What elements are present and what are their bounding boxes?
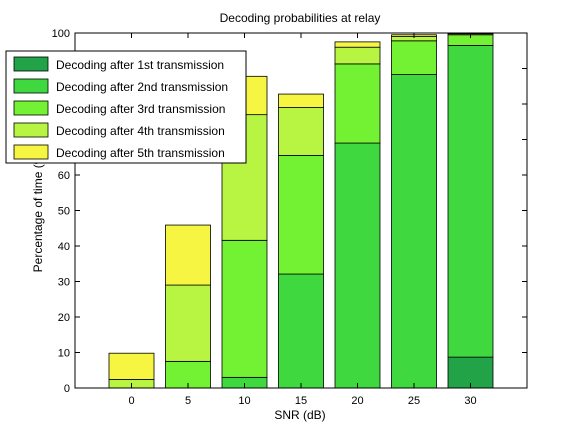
- bar-segment-cat0-series4: [108, 352, 155, 380]
- bar-segment-cat1-series3: [165, 284, 211, 362]
- bar-segment-cat3-series1: [278, 273, 324, 389]
- bar-segment-cat4-series4: [334, 41, 381, 48]
- x-axis-label: SNR (dB): [274, 408, 325, 422]
- legend-swatch-0: [13, 56, 49, 72]
- bar-segment-cat4-series3: [334, 46, 381, 65]
- legend: Decoding after 1st transmission Decoding …: [5, 50, 247, 164]
- x-tick-label-2: 10: [238, 395, 250, 407]
- bar-segment-cat3-series3: [278, 107, 324, 156]
- y-axis-label: Percentage of time (%): [31, 150, 45, 273]
- ticks-layer: 0102030405060708090100051015202530: [52, 28, 527, 407]
- y-tick-label-4: 40: [58, 241, 70, 253]
- legend-swatch-2: [13, 100, 49, 116]
- legend-label-2: Decoding after 3rd transmission: [56, 102, 225, 116]
- x-tick-label-0: 0: [128, 395, 134, 407]
- y-tick-label-6: 60: [58, 170, 70, 182]
- legend-label-0: Decoding after 1st transmission: [56, 58, 224, 72]
- legend-label-4: Decoding after 5th transmission: [56, 146, 225, 160]
- bar-segment-cat4-series2: [334, 63, 381, 144]
- chart-title: Decoding probabilities at relay: [220, 11, 381, 25]
- bar-segment-cat1-series4: [165, 224, 211, 286]
- y-tick-label-3: 30: [58, 277, 70, 289]
- bar-segment-cat3-series4: [278, 93, 324, 108]
- y-tick-label-0: 0: [64, 383, 70, 395]
- legend-swatch-3: [13, 122, 49, 138]
- y-tick-label-5: 50: [58, 206, 70, 218]
- legend-label-1: Decoding after 2nd transmission: [56, 80, 228, 94]
- bar-segment-cat6-series0: [447, 356, 494, 389]
- x-tick-label-1: 5: [185, 395, 191, 407]
- bar-segment-cat2-series2: [221, 239, 268, 378]
- legend-swatch-1: [13, 78, 49, 94]
- x-tick-label-3: 15: [295, 395, 307, 407]
- y-tick-label-2: 20: [58, 312, 70, 324]
- bar-segment-cat4-series1: [334, 142, 381, 389]
- bars-layer: [108, 32, 494, 389]
- bar-segment-cat3-series2: [278, 155, 324, 275]
- bar-segment-cat6-series1: [447, 45, 494, 358]
- legend-label-3: Decoding after 4th transmission: [56, 124, 225, 138]
- y-tick-label-10: 100: [52, 28, 70, 40]
- bar-segment-cat5-series1: [391, 74, 437, 389]
- bar-segment-cat5-series2: [391, 40, 437, 75]
- x-tick-label-5: 25: [408, 395, 420, 407]
- legend-swatch-4: [13, 144, 49, 160]
- y-tick-label-1: 10: [58, 348, 70, 360]
- x-tick-label-6: 30: [464, 395, 476, 407]
- x-tick-label-4: 20: [351, 395, 363, 407]
